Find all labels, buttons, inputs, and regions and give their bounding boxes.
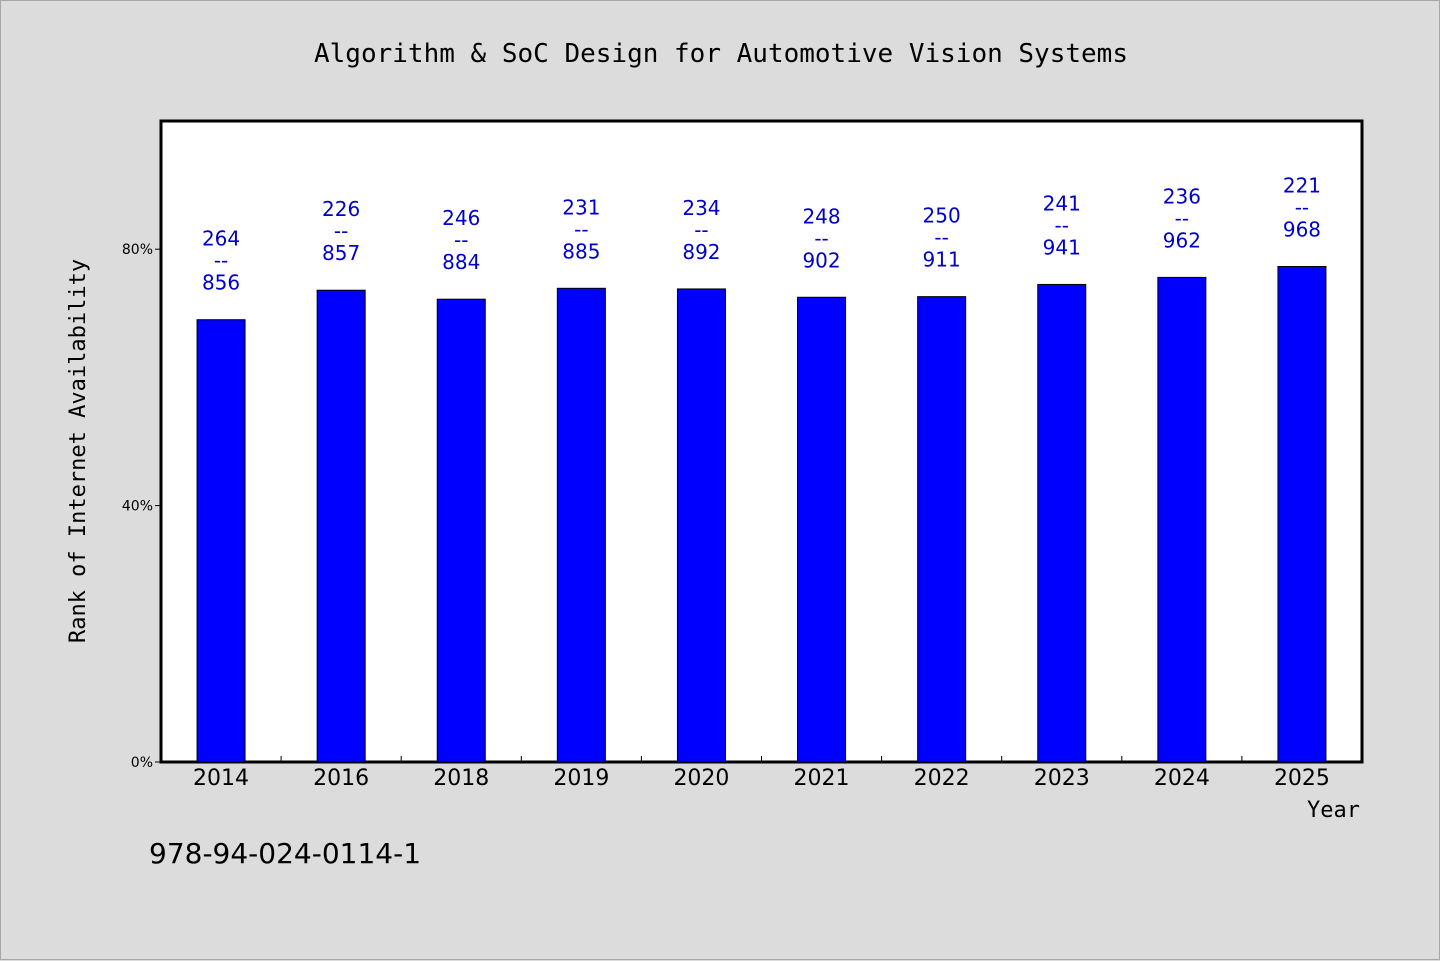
bar-2023 [1037,283,1087,763]
chart-title: Algorithm & SoC Design for Automotive Vi… [314,39,1128,69]
data-label-2019-1: -- [574,217,588,241]
data-label-2024-2: 962 [1163,228,1201,252]
data-label-2025-0: 221 [1283,174,1321,198]
data-label-2022-1: -- [934,226,948,250]
data-label-2019-2: 885 [562,239,600,263]
data-label-2023-1: -- [1055,213,1069,237]
data-label-2024-0: 236 [1163,184,1201,208]
data-label-2016-1: -- [334,219,348,243]
data-label-2025-2: 968 [1283,218,1321,242]
data-label-2018-1: -- [454,228,468,252]
y-axis: 0% 40% 80% [122,242,161,771]
x-tick-label: 2025 [1274,766,1330,791]
data-label-2024-1: -- [1175,206,1189,230]
data-labels: 264--856226--857246--884231--885234--892… [202,174,1321,295]
data-label-2020-1: -- [694,218,708,242]
data-label-2021-2: 902 [802,248,840,272]
x-tick-label: 2024 [1154,766,1210,791]
data-label-2022-2: 911 [923,248,961,272]
data-label-2014-1: -- [214,249,228,273]
data-label-2020-0: 234 [682,196,720,220]
data-label-2014-0: 264 [202,227,240,251]
data-label-2018-0: 246 [442,206,480,230]
data-label-2025-1: -- [1295,196,1309,220]
bar-2016 [316,289,366,763]
footer-code: 978-94-024-0114-1 [149,837,421,870]
bar-2018 [436,298,486,763]
data-label-2022-0: 250 [923,204,961,228]
data-label-2020-2: 892 [682,240,720,264]
y-axis-label: Rank of Internet Availability [66,259,91,643]
data-label-2016-2: 857 [322,241,360,265]
x-tick-label: 2016 [313,766,369,791]
bar-2021 [797,296,847,763]
x-tick-label: 2014 [193,766,249,791]
bar-series [196,266,1327,763]
data-label-2021-1: -- [814,226,828,250]
x-tick-label: 2018 [433,766,489,791]
y-tick-label: 40% [122,499,153,515]
bar-2014 [196,319,246,763]
bar-2020 [676,288,726,763]
x-tick-label: 2022 [914,766,970,791]
bar-2022 [917,296,967,763]
x-tick-label: 2021 [794,766,850,791]
data-label-2021-0: 248 [802,204,840,228]
x-tick-label: 2019 [553,766,609,791]
bar-2019 [556,287,606,763]
data-label-2019-0: 231 [562,195,600,219]
data-label-2014-2: 856 [202,271,240,295]
x-tick-label: 2023 [1034,766,1090,791]
bar-2024 [1157,276,1207,763]
data-label-2016-0: 226 [322,197,360,221]
data-label-2023-2: 941 [1043,235,1081,259]
x-axis-label: Year [1307,798,1360,823]
data-label-2023-0: 241 [1043,191,1081,215]
x-tick-label: 2020 [673,766,729,791]
bar-2025 [1277,266,1327,763]
x-axis: 2014 2016 2018 2019 2020 2021 2022 2023 2024 2025 [193,756,1330,791]
y-tick-label: 0% [131,755,153,771]
data-label-2018-2: 884 [442,250,480,274]
y-tick-label: 80% [122,242,153,258]
